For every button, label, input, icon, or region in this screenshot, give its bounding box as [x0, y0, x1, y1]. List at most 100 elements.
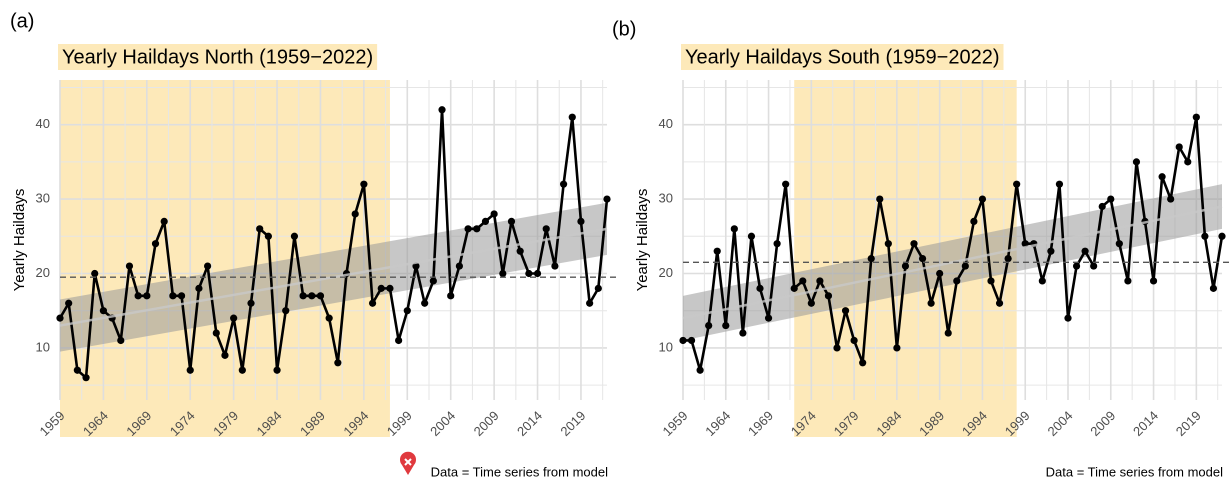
- caption: Data = Time series from model: [431, 464, 608, 479]
- data-point: [117, 336, 125, 345]
- y-tick-label: 10: [36, 339, 50, 354]
- plot: [56, 106, 617, 382]
- data-point: [884, 240, 892, 248]
- data-point: [65, 299, 73, 307]
- data-point: [987, 277, 995, 285]
- data-point: [316, 292, 325, 300]
- data-point: [464, 225, 472, 233]
- data-point: [551, 262, 559, 270]
- data-point: [910, 240, 918, 248]
- data-point: [195, 284, 203, 292]
- data-point: [816, 277, 824, 285]
- data-point: [264, 232, 272, 240]
- data-point: [386, 284, 394, 292]
- data-point: [160, 217, 168, 225]
- data-point: [901, 262, 910, 270]
- data-point: [679, 336, 687, 345]
- data-point: [230, 314, 238, 322]
- data-point: [927, 299, 935, 307]
- data-point: [533, 269, 542, 278]
- data-point: [56, 314, 64, 322]
- y-tick-label: 30: [659, 191, 673, 206]
- data-point: [773, 240, 781, 248]
- x-tick-label: 2004: [427, 408, 458, 439]
- data-point: [134, 292, 142, 300]
- data-point: [1209, 284, 1218, 292]
- data-point: [1038, 277, 1046, 285]
- data-point: [204, 262, 212, 270]
- data-point: [1072, 262, 1081, 270]
- data-point: [542, 225, 550, 233]
- data-point: [1167, 195, 1175, 203]
- data-point: [859, 359, 867, 367]
- y-tick-label: 20: [659, 265, 673, 280]
- data-point: [412, 262, 420, 270]
- x-tick-label: 2019: [1173, 408, 1204, 439]
- panel-label: (b): [612, 18, 636, 40]
- data-point: [351, 210, 359, 218]
- data-point: [1115, 240, 1123, 248]
- y-axis-title: Yearly Haildays: [634, 189, 651, 292]
- data-point: [807, 299, 815, 307]
- data-point: [944, 329, 952, 337]
- x-tick-label: 2014: [514, 408, 545, 439]
- data-point: [1192, 113, 1200, 121]
- x-tick-label: 2014: [1130, 408, 1161, 439]
- data-point: [799, 277, 807, 285]
- data-point: [143, 292, 151, 300]
- x-tick-label: 2019: [557, 408, 588, 439]
- data-point: [99, 307, 108, 315]
- data-point: [368, 299, 377, 307]
- data-point: [568, 113, 576, 121]
- data-point: [1218, 232, 1226, 240]
- data-point: [978, 195, 987, 203]
- data-point: [867, 255, 875, 263]
- data-point: [177, 292, 186, 300]
- data-point: [499, 269, 507, 278]
- data-point: [1098, 202, 1106, 211]
- data-point: [308, 292, 316, 300]
- data-point: [256, 225, 264, 233]
- data-point: [722, 321, 730, 330]
- x-tick-label: 2004: [1044, 408, 1075, 439]
- data-point: [687, 336, 696, 345]
- data-point: [290, 232, 299, 240]
- data-point: [730, 225, 738, 233]
- data-point: [1132, 158, 1141, 166]
- data-point: [325, 314, 333, 322]
- data-point: [577, 217, 585, 225]
- data-point: [1055, 180, 1064, 188]
- data-point: [403, 307, 411, 315]
- series-line: [683, 115, 1224, 372]
- caption: Data = Time series from model: [1046, 464, 1223, 479]
- data-point: [841, 307, 850, 315]
- data-point: [756, 284, 764, 292]
- y-tick-label: 10: [659, 339, 673, 354]
- data-point: [713, 247, 721, 255]
- data-point: [961, 262, 969, 270]
- x-tick-label: 1959: [659, 408, 690, 439]
- data-point: [273, 366, 281, 374]
- data-point: [282, 307, 290, 315]
- data-point: [82, 374, 90, 382]
- data-point: [782, 180, 790, 188]
- data-point: [586, 299, 594, 307]
- data-point: [1021, 240, 1029, 248]
- title-background: [58, 44, 378, 70]
- data-point: [936, 269, 944, 278]
- data-point: [1158, 173, 1166, 181]
- data-point: [299, 292, 307, 300]
- data-point: [91, 269, 99, 278]
- data-point: [221, 351, 229, 359]
- data-point: [1201, 232, 1209, 240]
- data-point: [447, 292, 455, 300]
- data-point: [377, 284, 385, 292]
- data-point: [151, 240, 160, 248]
- x-tick-label: 1969: [745, 408, 776, 439]
- data-point: [594, 284, 602, 292]
- data-point: [490, 210, 498, 218]
- data-point: [360, 180, 368, 188]
- data-point: [247, 299, 255, 307]
- data-point: [1124, 277, 1132, 285]
- data-point: [833, 344, 841, 352]
